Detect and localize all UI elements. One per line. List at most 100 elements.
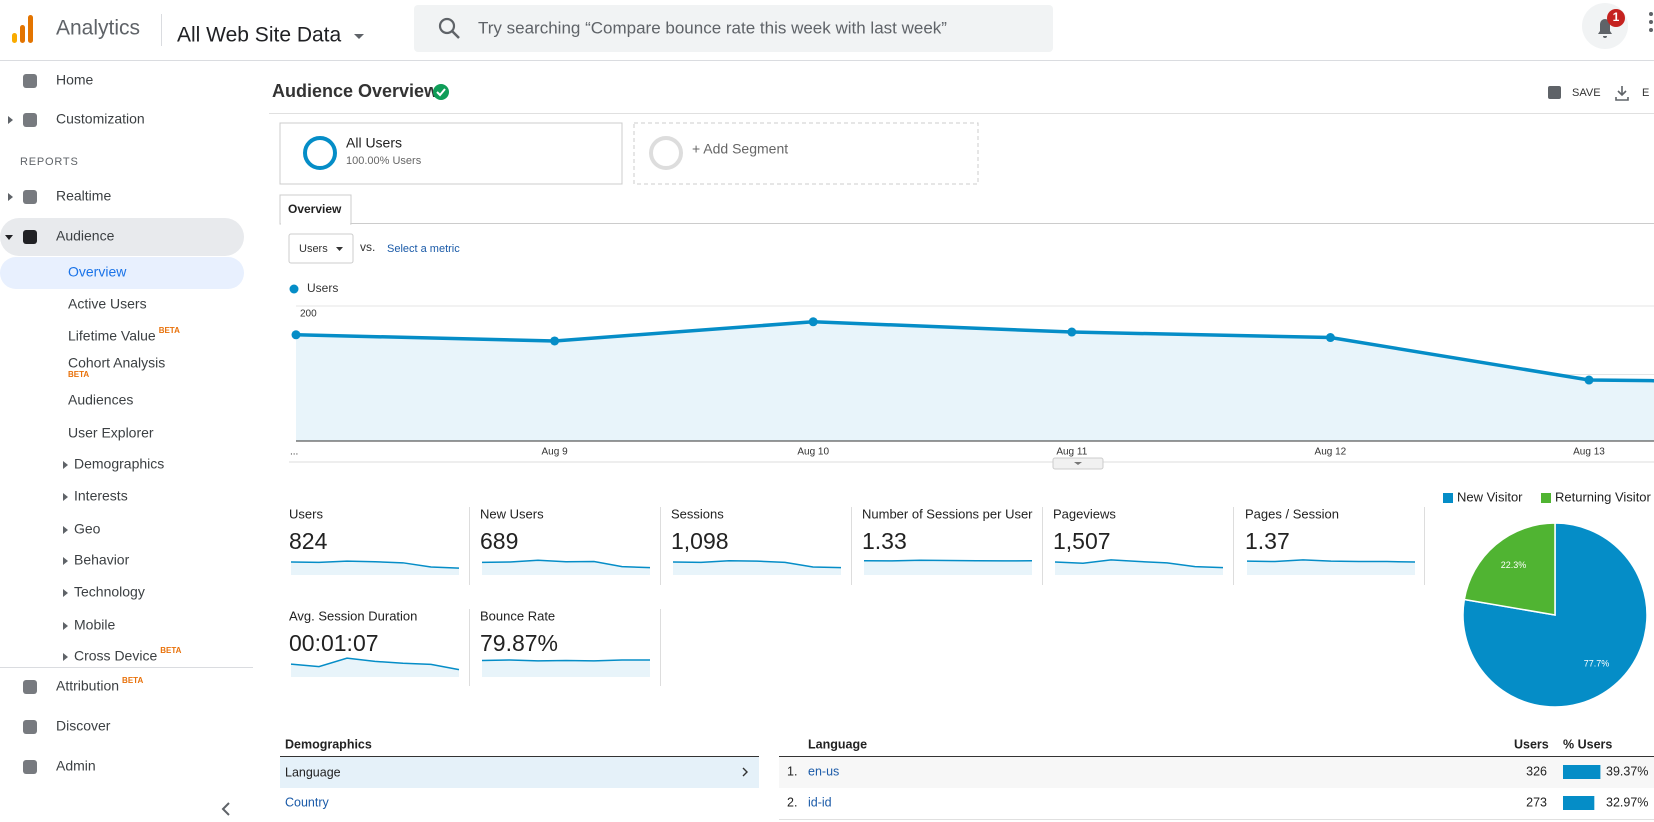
- select-metric[interactable]: Select a metric: [387, 243, 460, 255]
- row-name[interactable]: en-us: [808, 764, 839, 778]
- metric-value: 1.33: [862, 528, 907, 554]
- menu-dot: [1649, 12, 1653, 16]
- nav-item[interactable]: Geo: [74, 521, 101, 537]
- save-button[interactable]: SAVE: [1572, 87, 1601, 99]
- save-icon[interactable]: [1548, 86, 1561, 99]
- export-button[interactable]: E: [1642, 87, 1649, 99]
- expand-arrow: [8, 116, 13, 124]
- demographics-item[interactable]: Language: [285, 765, 341, 779]
- table-row: [779, 757, 1654, 788]
- nav-icon: [23, 720, 37, 734]
- point: [808, 317, 818, 327]
- row-rank: 1.: [787, 764, 797, 778]
- active-highlight: [0, 257, 244, 289]
- add-segment[interactable]: + Add Segment: [692, 141, 788, 157]
- nav-icon: [23, 113, 37, 127]
- metric-value: 79.87%: [480, 630, 558, 656]
- table-line: [779, 756, 1654, 757]
- demographics-item[interactable]: Country: [285, 795, 330, 809]
- nav-item[interactable]: Active Users: [68, 296, 147, 312]
- metric-separator: [1233, 507, 1234, 585]
- metric-separator: [469, 507, 470, 585]
- sparkline: [1054, 559, 1224, 569]
- segment-name: All Users: [346, 135, 402, 151]
- nav-icon: [23, 680, 37, 694]
- point: [1584, 375, 1594, 385]
- nav-item[interactable]: Behavior: [74, 552, 130, 568]
- tab[interactable]: [279, 194, 352, 225]
- nav-item[interactable]: Interests: [74, 488, 128, 504]
- nav-item[interactable]: Admin: [56, 758, 96, 774]
- nav-item[interactable]: Lifetime Value: [68, 328, 156, 344]
- nav-item[interactable]: Overview: [68, 264, 127, 280]
- collapse-sidebar[interactable]: [221, 802, 230, 816]
- metric-value: 1.37: [1245, 528, 1290, 554]
- property-selector[interactable]: All Web Site Data: [177, 24, 342, 47]
- pie-slice: [1462, 522, 1648, 708]
- title-divider: [269, 113, 1654, 114]
- metric-value: 689: [480, 528, 518, 554]
- sparkline: [481, 659, 650, 662]
- metric-dropdown[interactable]: [288, 233, 354, 264]
- menu-dot: [1649, 20, 1653, 24]
- pct-bar: [1563, 796, 1595, 810]
- segment-detail: 100.00% Users: [346, 155, 422, 167]
- metric-dropdown-label: Users: [299, 243, 328, 255]
- nav-item[interactable]: Attribution: [56, 678, 119, 694]
- nav-icon: [23, 190, 37, 204]
- metric-label: Avg. Session Duration: [289, 608, 417, 623]
- x-tick-label: Aug 12: [1315, 447, 1347, 458]
- menu-dot: [1649, 28, 1653, 32]
- metric-separator: [1042, 507, 1043, 585]
- expand-arrow: [8, 193, 13, 201]
- row-pct: 39.37%: [1606, 764, 1648, 778]
- plot: [291, 317, 1654, 441]
- product-name: Analytics: [56, 17, 140, 40]
- notification-count: 1: [1613, 10, 1620, 24]
- sparkline: [290, 657, 460, 671]
- legend-swatch: [1443, 493, 1453, 503]
- metric-label: Pageviews: [1053, 506, 1116, 521]
- nav-item[interactable]: Audiences: [68, 392, 133, 408]
- legend-label: Returning Visitor: [1555, 489, 1652, 504]
- metric-label: Bounce Rate: [480, 608, 555, 623]
- add-segment-box[interactable]: [633, 122, 979, 185]
- point: [291, 330, 301, 340]
- nav-item[interactable]: Cohort Analysis: [68, 355, 165, 371]
- resize-caret: [1074, 462, 1082, 465]
- tab-label[interactable]: Overview: [288, 202, 342, 216]
- nav-item[interactable]: Customization: [56, 111, 145, 127]
- pie-slice: [1463, 522, 1556, 616]
- sparkline-area: [864, 560, 1032, 575]
- collapse-arrow: [5, 235, 13, 240]
- nav-item: REPORTS: [20, 156, 79, 168]
- nav-icon: [23, 74, 37, 88]
- nav-item[interactable]: User Explorer: [68, 425, 154, 441]
- nav-item[interactable]: Audience: [56, 228, 115, 244]
- nav-item[interactable]: Discover: [56, 718, 111, 734]
- row-pct: 32.97%: [1606, 795, 1648, 809]
- segment-box[interactable]: [279, 122, 623, 185]
- sparkline-area: [482, 560, 650, 575]
- beta-badge: BETA: [159, 326, 180, 335]
- nav-item[interactable]: Demographics: [74, 456, 164, 472]
- nav-item[interactable]: Technology: [74, 584, 145, 600]
- verified-check: [436, 88, 446, 97]
- header-separator: [161, 14, 162, 46]
- sparkline-area: [291, 561, 459, 575]
- nav-item[interactable]: Realtime: [56, 188, 111, 204]
- expand-arrow: [63, 526, 68, 534]
- sparkline: [672, 559, 842, 569]
- logo-bar: [28, 15, 33, 43]
- search-box[interactable]: [414, 5, 1053, 52]
- sparkline-area: [1247, 559, 1415, 575]
- row-users: 326: [1526, 764, 1547, 778]
- metric-value: 1,098: [671, 528, 729, 554]
- row-rank: 2.: [787, 795, 797, 809]
- row-name[interactable]: id-id: [808, 795, 832, 809]
- nav-item[interactable]: Mobile: [74, 617, 115, 633]
- nav-item[interactable]: Cross Device: [74, 648, 157, 664]
- metric-separator: [469, 609, 470, 686]
- nav-item[interactable]: Home: [56, 72, 94, 88]
- x-tick-label: Aug 13: [1573, 447, 1605, 458]
